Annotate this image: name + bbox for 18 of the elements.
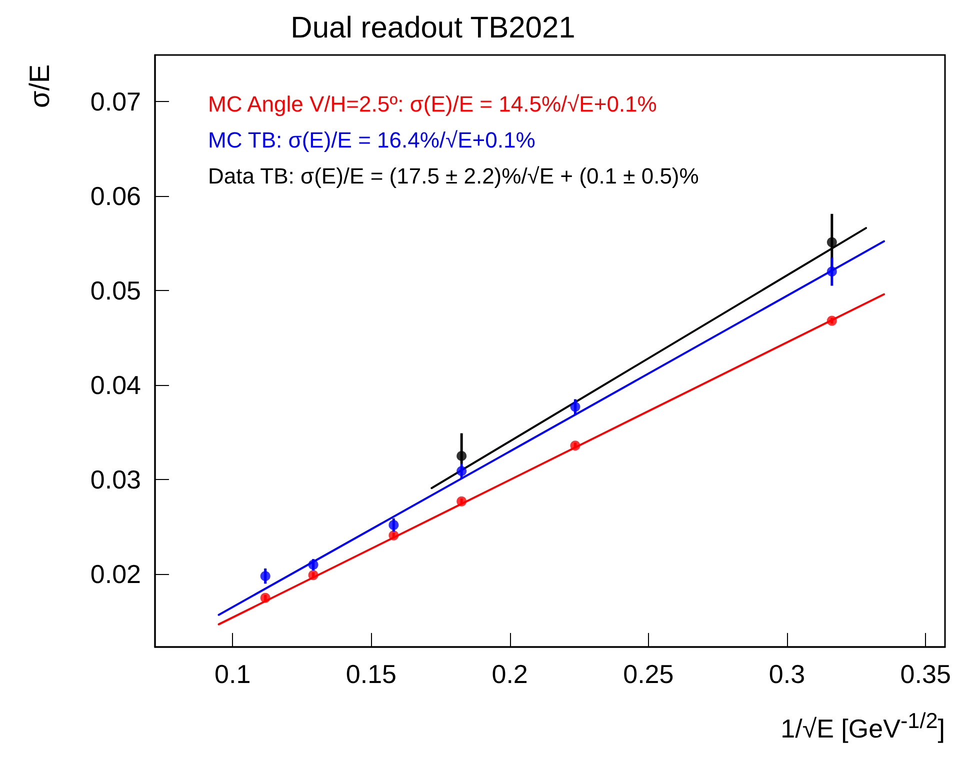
x-tick-label: 0.2 — [492, 659, 528, 689]
y-tick-label: 0.04 — [90, 370, 141, 400]
y-tick-label: 0.07 — [90, 86, 141, 116]
x-tick-label: 0.15 — [346, 659, 397, 689]
y-tick-label: 0.06 — [90, 180, 141, 211]
y-tick-label: 0.03 — [90, 464, 141, 495]
text: MC Angle V/H=2.5º: σ(E)/E = 14.5%/√E+0.1% — [208, 92, 657, 116]
x-tick-label: 0.3 — [768, 659, 806, 689]
x-axis-title: 1/√E [GeV$^{-1/2}$] — [780, 708, 945, 745]
text: MC TB: σ(E)/E = 16.4%/√E+0.1% — [208, 128, 536, 152]
x-tick-label: 0.1 — [214, 659, 251, 689]
chart-title: Dual readout TB2021 — [290, 12, 576, 44]
text: Data TB: σ(E)/E = (17.5 ± 2.2)%/√E + (0.1 ± 0.5)% — [208, 164, 699, 188]
y-axis-title: σ/E — [24, 64, 56, 108]
x-tick-label: 0.25 — [623, 659, 674, 689]
y-tick-label: 0.02 — [90, 559, 141, 590]
x-tick-label: 0.35 — [900, 659, 951, 689]
y-tick-label: 0.05 — [90, 275, 141, 306]
